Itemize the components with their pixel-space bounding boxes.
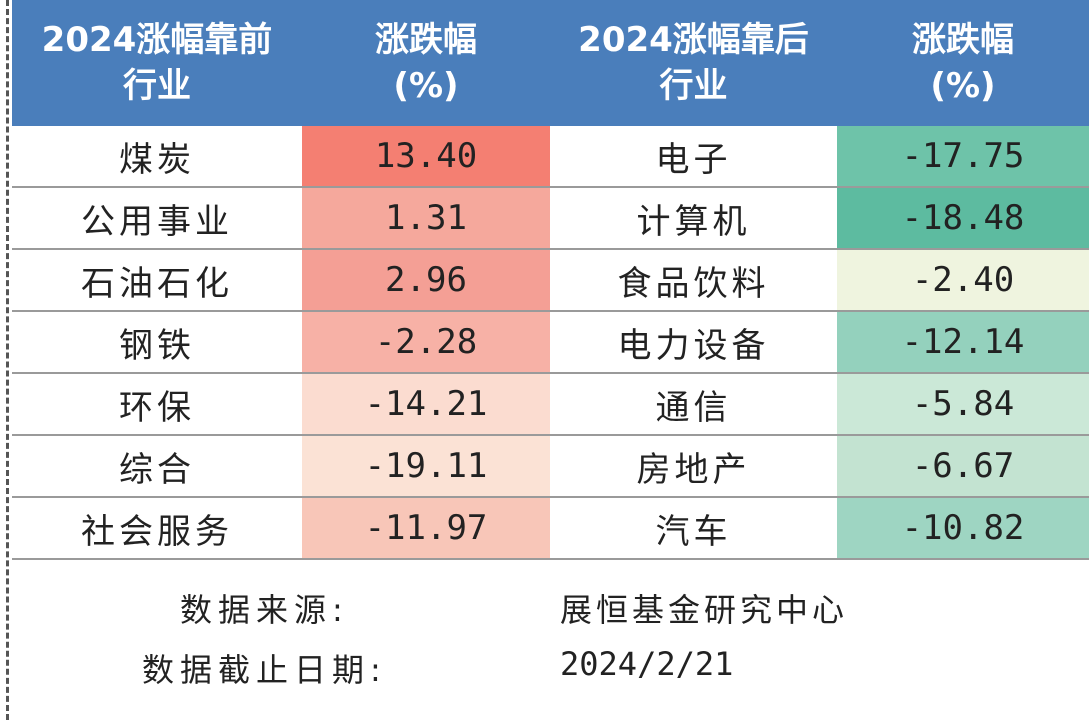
data-source-value: 展恒基金研究中心 <box>560 591 849 629</box>
table-row: 社会服务 -11.97 汽车 -10.82 <box>12 497 1089 560</box>
header-top-industry: 2024涨幅靠前 行业 <box>12 0 302 126</box>
bottom-change-cell: -10.82 <box>837 497 1089 560</box>
table-footer: 数据来源: 展恒基金研究中心 数据截止日期: 2024/2/21 <box>12 565 1089 715</box>
data-source-label: 数据来源: <box>180 591 349 629</box>
header-top-change: 涨跌幅 (%) <box>302 0 550 126</box>
top-change-cell: 13.40 <box>302 126 550 188</box>
industry-performance-table: 2024涨幅靠前 行业 涨跌幅 (%) 2024涨幅靠后 行业 涨跌幅 (%) … <box>12 0 1089 560</box>
bottom-industry-cell: 电子 <box>550 126 837 188</box>
top-industry-cell: 石油石化 <box>12 249 302 312</box>
header-bottom-industry: 2024涨幅靠后 行业 <box>550 0 837 126</box>
bottom-change-cell: -2.40 <box>837 249 1089 312</box>
table-row: 钢铁 -2.28 电力设备 -12.14 <box>12 311 1089 374</box>
bottom-industry-cell: 电力设备 <box>550 311 837 374</box>
header-bottom-change: 涨跌幅 (%) <box>837 0 1089 126</box>
industry-performance-table-wrap: 2024涨幅靠前 行业 涨跌幅 (%) 2024涨幅靠后 行业 涨跌幅 (%) … <box>12 0 1089 560</box>
top-industry-cell: 钢铁 <box>12 311 302 374</box>
table-row: 煤炭 13.40 电子 -17.75 <box>12 126 1089 188</box>
data-date-label: 数据截止日期: <box>142 651 387 689</box>
top-change-cell: 2.96 <box>302 249 550 312</box>
bottom-change-cell: -12.14 <box>837 311 1089 374</box>
bottom-industry-cell: 通信 <box>550 373 837 436</box>
top-change-cell: 1.31 <box>302 187 550 250</box>
bottom-change-cell: -5.84 <box>837 373 1089 436</box>
top-industry-cell: 公用事业 <box>12 187 302 250</box>
table-row: 石油石化 2.96 食品饮料 -2.40 <box>12 249 1089 312</box>
table-row: 综合 -19.11 房地产 -6.67 <box>12 435 1089 498</box>
top-change-cell: -11.97 <box>302 497 550 560</box>
top-change-cell: -2.28 <box>302 311 550 374</box>
table-body: 煤炭 13.40 电子 -17.75 公用事业 1.31 计算机 -18.48 … <box>12 126 1089 560</box>
top-industry-cell: 社会服务 <box>12 497 302 560</box>
data-date-value: 2024/2/21 <box>560 645 734 683</box>
top-industry-cell: 环保 <box>12 373 302 436</box>
bottom-industry-cell: 食品饮料 <box>550 249 837 312</box>
top-change-cell: -19.11 <box>302 435 550 498</box>
bottom-change-cell: -17.75 <box>837 126 1089 188</box>
bottom-change-cell: -6.67 <box>837 435 1089 498</box>
bottom-change-cell: -18.48 <box>837 187 1089 250</box>
top-industry-cell: 煤炭 <box>12 126 302 188</box>
top-change-cell: -14.21 <box>302 373 550 436</box>
table-row: 公用事业 1.31 计算机 -18.48 <box>12 187 1089 250</box>
table-header-row: 2024涨幅靠前 行业 涨跌幅 (%) 2024涨幅靠后 行业 涨跌幅 (%) <box>12 0 1089 126</box>
bottom-industry-cell: 汽车 <box>550 497 837 560</box>
left-dashed-border <box>6 0 9 720</box>
table-row: 环保 -14.21 通信 -5.84 <box>12 373 1089 436</box>
top-industry-cell: 综合 <box>12 435 302 498</box>
bottom-industry-cell: 房地产 <box>550 435 837 498</box>
bottom-industry-cell: 计算机 <box>550 187 837 250</box>
